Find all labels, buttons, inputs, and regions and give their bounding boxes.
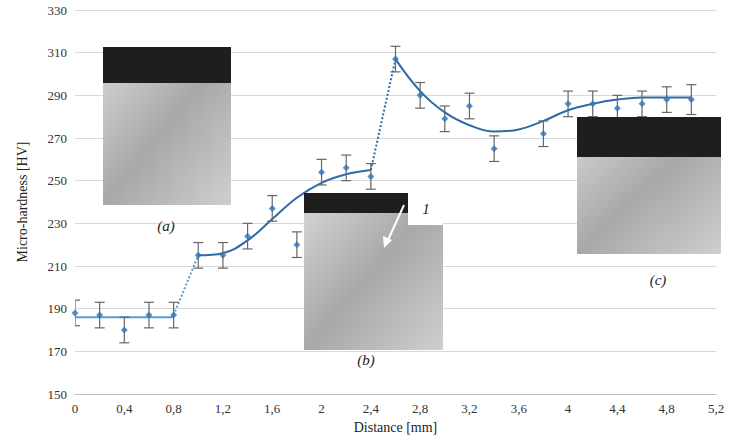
svg-text:1,2: 1,2 — [215, 401, 231, 416]
svg-text:230: 230 — [48, 216, 68, 231]
svg-text:(b): (b) — [357, 352, 375, 369]
svg-text:270: 270 — [48, 131, 68, 146]
svg-text:330: 330 — [48, 3, 68, 18]
svg-text:(a): (a) — [157, 218, 175, 235]
svg-text:Micro-hardness [HV]: Micro-hardness [HV] — [15, 142, 30, 263]
svg-text:0: 0 — [72, 401, 79, 416]
svg-text:150: 150 — [48, 387, 68, 402]
svg-text:310: 310 — [48, 45, 68, 60]
svg-text:Distance [mm]: Distance [mm] — [354, 420, 438, 435]
svg-text:5,2: 5,2 — [708, 401, 724, 416]
svg-text:4,8: 4,8 — [659, 401, 675, 416]
svg-text:0,4: 0,4 — [116, 401, 133, 416]
svg-text:210: 210 — [48, 259, 68, 274]
svg-text:2,4: 2,4 — [363, 401, 380, 416]
svg-text:2: 2 — [318, 401, 325, 416]
svg-text:3,6: 3,6 — [511, 401, 528, 416]
svg-text:250: 250 — [48, 173, 68, 188]
svg-text:290: 290 — [48, 88, 68, 103]
svg-text:3,2: 3,2 — [461, 401, 477, 416]
svg-text:170: 170 — [48, 344, 68, 359]
svg-text:4: 4 — [565, 401, 572, 416]
svg-text:2,8: 2,8 — [412, 401, 428, 416]
svg-text:1: 1 — [422, 201, 430, 217]
svg-text:0,8: 0,8 — [165, 401, 181, 416]
svg-text:4,4: 4,4 — [609, 401, 626, 416]
svg-text:(c): (c) — [650, 272, 667, 289]
svg-text:190: 190 — [48, 301, 68, 316]
svg-text:1,6: 1,6 — [264, 401, 281, 416]
